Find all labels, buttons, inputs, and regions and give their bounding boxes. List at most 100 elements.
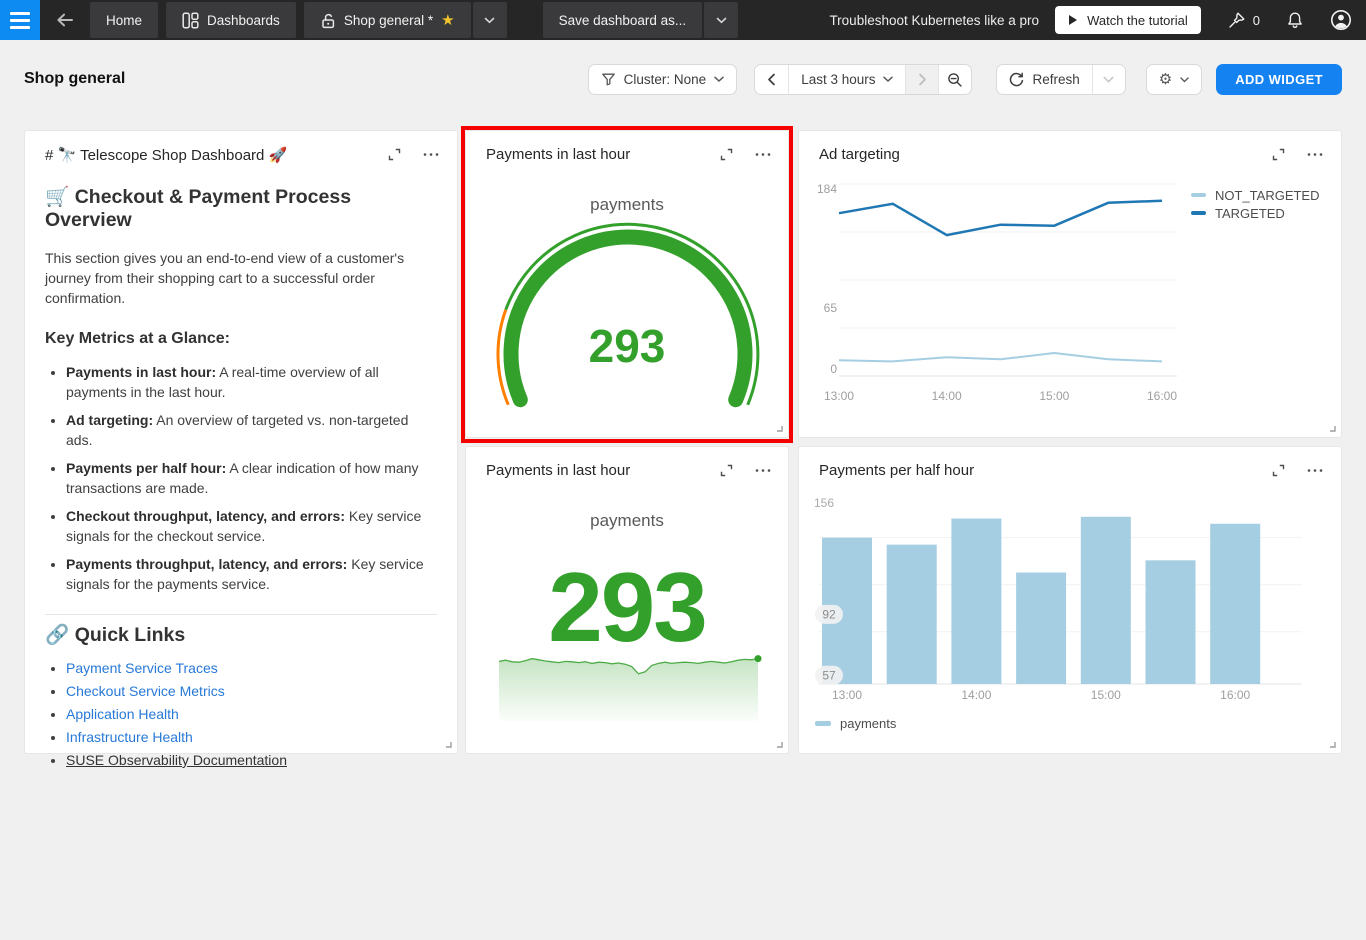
link-infrastructure-health[interactable]: Infrastructure Health: [66, 729, 193, 745]
svg-text:14:00: 14:00: [961, 688, 991, 702]
tab-dashboards[interactable]: Dashboards: [166, 2, 296, 38]
chevron-down-icon: [883, 76, 894, 83]
svg-text:57: 57: [822, 668, 836, 682]
link-application-health[interactable]: Application Health: [66, 706, 179, 722]
menu-icon[interactable]: [0, 0, 40, 40]
payments-per-half-hour-widget: Payments per half hour 156 92 57 13:00 14:00…: [798, 446, 1342, 754]
time-range-button[interactable]: Last 3 hours: [788, 65, 905, 94]
markdown-body: 🛒 Checkout & Payment Process Overview Th…: [25, 177, 457, 776]
cluster-filter-button[interactable]: Cluster: None: [587, 64, 738, 95]
resize-handle[interactable]: [443, 739, 452, 748]
back-button[interactable]: [40, 0, 90, 40]
notifications-button[interactable]: [1286, 11, 1304, 30]
top-navigation-bar: Home Dashboards Shop general * ★ Save da…: [0, 0, 1366, 40]
legend-item[interactable]: NOT_TARGETED: [1191, 186, 1320, 204]
resize-handle[interactable]: [774, 423, 783, 432]
lock-open-icon: [322, 13, 334, 28]
more-menu-icon[interactable]: [755, 468, 771, 473]
list-item: Checkout Service Metrics: [66, 684, 437, 698]
quick-links-heading: 🔗 Quick Links: [45, 624, 186, 646]
favorite-star-icon[interactable]: ★: [441, 11, 455, 29]
chevron-down-icon: [484, 17, 495, 23]
time-range-group: Last 3 hours: [754, 64, 973, 95]
legend-swatch: [1191, 211, 1206, 215]
gauge-chart: [496, 222, 760, 408]
zoom-out-icon: [948, 72, 963, 87]
metric-label: payments: [590, 511, 664, 530]
widget-title: Ad targeting: [819, 146, 900, 163]
number-widget-payments-last-hour: Payments in last hour payments 293: [465, 446, 789, 754]
tab-shop-general[interactable]: Shop general * ★: [303, 2, 471, 38]
list-item: Application Health: [66, 707, 437, 721]
save-dashboard-chevron[interactable]: [704, 2, 739, 38]
expand-icon[interactable]: [720, 148, 733, 161]
bar-chart: 156 92 57 13:00 14:00 15:00 16:00: [814, 496, 1302, 702]
expand-icon[interactable]: [1272, 148, 1285, 161]
metric-value: 293: [548, 552, 708, 662]
gear-icon: ⚙: [1158, 70, 1173, 88]
list-item: Checkout throughput, latency, and errors…: [66, 506, 437, 546]
divider: [45, 614, 437, 615]
user-avatar[interactable]: [1330, 9, 1352, 31]
time-forward-button[interactable]: [905, 65, 939, 94]
legend-item[interactable]: TARGETED: [1191, 204, 1320, 222]
ad-targeting-widget: Ad targeting 184 65 0 13:00 14:00 15:00 16:00 …: [798, 130, 1342, 438]
add-widget-button[interactable]: ADD WIDGET: [1216, 64, 1342, 95]
expand-icon[interactable]: [720, 464, 733, 477]
back-arrow-icon: [57, 13, 73, 27]
watch-tutorial-button[interactable]: Watch the tutorial: [1055, 6, 1201, 34]
save-dashboard-group: Save dashboard as...: [542, 2, 739, 38]
svg-text:16:00: 16:00: [1147, 389, 1177, 403]
chevron-down-icon: [1103, 76, 1114, 83]
time-back-button[interactable]: [755, 65, 788, 94]
link-payment-service-traces[interactable]: Payment Service Traces: [66, 660, 218, 676]
save-dashboard-button[interactable]: Save dashboard as...: [542, 2, 703, 38]
link-suse-observability-documentation[interactable]: SUSE Observability Documentation: [66, 752, 287, 768]
legend-label: NOT_TARGETED: [1215, 187, 1320, 203]
list-item: Payments per half hour: A clear indicati…: [66, 458, 437, 498]
refresh-interval-dropdown[interactable]: [1091, 65, 1125, 94]
settings-button[interactable]: ⚙: [1145, 64, 1203, 95]
sparkline-chart: [498, 655, 762, 721]
more-menu-icon[interactable]: [1307, 152, 1323, 157]
tab-shop-general-group: Shop general * ★: [303, 2, 507, 38]
widget-title: # 🔭 Telescope Shop Dashboard 🚀: [45, 147, 288, 164]
tab-options-chevron[interactable]: [472, 2, 507, 38]
chevron-down-icon: [714, 76, 724, 83]
list-item: Infrastructure Health: [66, 730, 437, 744]
more-menu-icon[interactable]: [1307, 468, 1323, 473]
avatar-icon: [1331, 10, 1351, 30]
svg-text:156: 156: [814, 496, 834, 510]
pinned-items[interactable]: 0: [1227, 11, 1260, 30]
svg-text:13:00: 13:00: [824, 389, 854, 403]
chevron-left-icon: [768, 73, 776, 86]
markdown-widget: # 🔭 Telescope Shop Dashboard 🚀 🛒 Checkou…: [24, 130, 458, 767]
resize-handle[interactable]: [1327, 423, 1336, 432]
legend-swatch: [1191, 193, 1206, 197]
chart-legend: payments: [815, 716, 896, 731]
dashboard-toolbar: Cluster: None Last 3 hours Refresh ⚙: [587, 64, 1342, 95]
tab-home[interactable]: Home: [90, 2, 159, 38]
expand-icon[interactable]: [1272, 464, 1285, 477]
widget-title: Payments in last hour: [486, 146, 631, 163]
svg-text:14:00: 14:00: [932, 389, 962, 403]
link-checkout-service-metrics[interactable]: Checkout Service Metrics: [66, 683, 225, 699]
refresh-icon: [1010, 72, 1024, 87]
watch-tutorial-label: Watch the tutorial: [1087, 12, 1188, 28]
resize-handle[interactable]: [1327, 739, 1336, 748]
gauge-widget-payments-last-hour: Payments in last hour payments 293: [465, 130, 789, 438]
list-item: SUSE Observability Documentation: [66, 753, 437, 767]
chevron-down-icon: [1180, 76, 1189, 82]
zoom-out-time-button[interactable]: [938, 65, 971, 94]
chevron-right-icon: [919, 73, 926, 86]
filter-funnel-icon: [601, 73, 615, 86]
more-menu-icon[interactable]: [755, 152, 771, 157]
topbar-right: Troubleshoot Kubernetes like a pro Watch…: [829, 6, 1366, 34]
refresh-group: Refresh: [996, 64, 1126, 95]
more-menu-icon[interactable]: [423, 152, 439, 157]
refresh-button[interactable]: Refresh: [997, 65, 1091, 94]
markdown-heading: 🛒 Checkout & Payment Process Overview: [45, 186, 352, 231]
widget-title: Payments per half hour: [819, 462, 975, 479]
resize-handle[interactable]: [774, 739, 783, 748]
expand-icon[interactable]: [388, 148, 401, 161]
